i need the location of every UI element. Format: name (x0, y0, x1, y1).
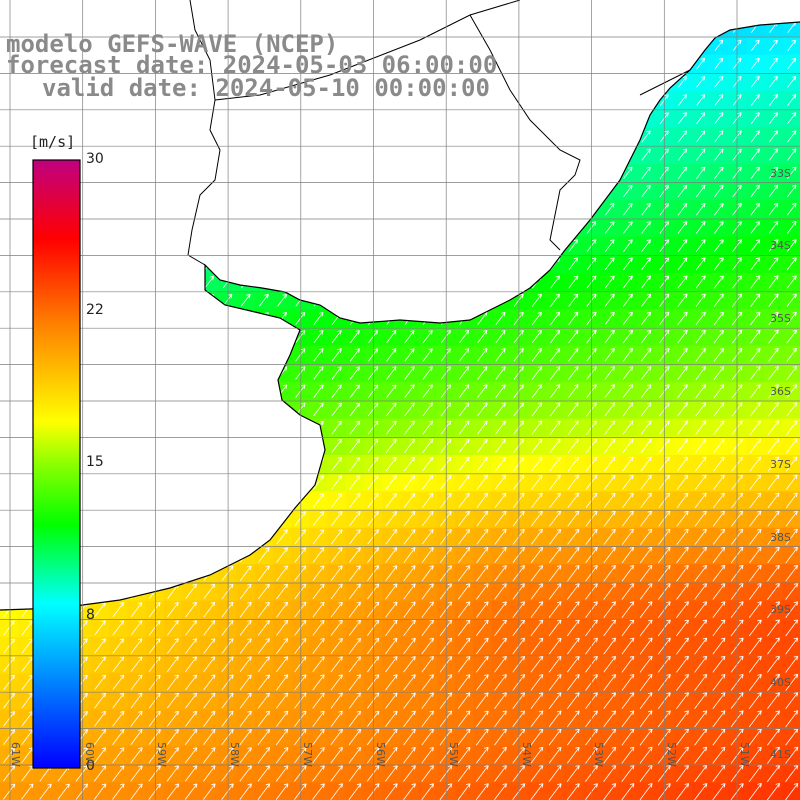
lon-label-55w: 55W (447, 742, 460, 767)
lat-label-35s: 35S (770, 312, 791, 325)
border-line (187, 0, 221, 266)
colorbar-tick-0: 0 (86, 758, 95, 774)
lon-label-56w: 56W (374, 742, 387, 767)
lon-label-51w: 51W (738, 742, 751, 767)
lat-label-41s: 41S (770, 748, 791, 761)
border-line (469, 14, 581, 251)
lon-label-59w: 59W (155, 742, 168, 767)
colorbar-tick-15: 15 (86, 454, 104, 470)
lat-label-33s: 33S (770, 167, 791, 180)
lat-label-37s: 37S (770, 458, 791, 471)
forecast-date: forecast date: 2024-05-03 06:00:00 (6, 51, 498, 79)
colorbar-tick-30: 30 (86, 151, 104, 167)
lat-label-39s: 39S (770, 603, 791, 616)
model-title: modelo GEFS-WAVE (NCEP) (6, 30, 339, 58)
valid-date: valid date: 2024-05-10 00:00:00 (42, 74, 490, 102)
border-line (214, 0, 521, 101)
border-line (639, 69, 691, 96)
lat-label-38s: 38S (770, 531, 791, 544)
colorbar-tick-22: 22 (86, 302, 104, 318)
lon-label-58w: 58W (228, 742, 241, 767)
land-area (0, 0, 800, 610)
colorbar-unit-label: [m/s] (30, 133, 76, 151)
lat-label-36s: 36S (770, 385, 791, 398)
lon-label-54w: 54W (520, 742, 533, 767)
colorbar (32, 159, 81, 769)
lon-label-61w: 61W (9, 742, 22, 767)
lon-label-60w: 60W (83, 742, 96, 767)
lat-label-34s: 34S (770, 239, 791, 252)
lat-label-40s: 40S (770, 676, 791, 689)
colorbar-tick-8: 8 (86, 607, 95, 623)
coastline (0, 21, 800, 611)
lon-label-52w: 52W (665, 742, 678, 767)
lon-label-53w: 53W (592, 742, 605, 767)
lon-label-57w: 57W (301, 742, 314, 767)
